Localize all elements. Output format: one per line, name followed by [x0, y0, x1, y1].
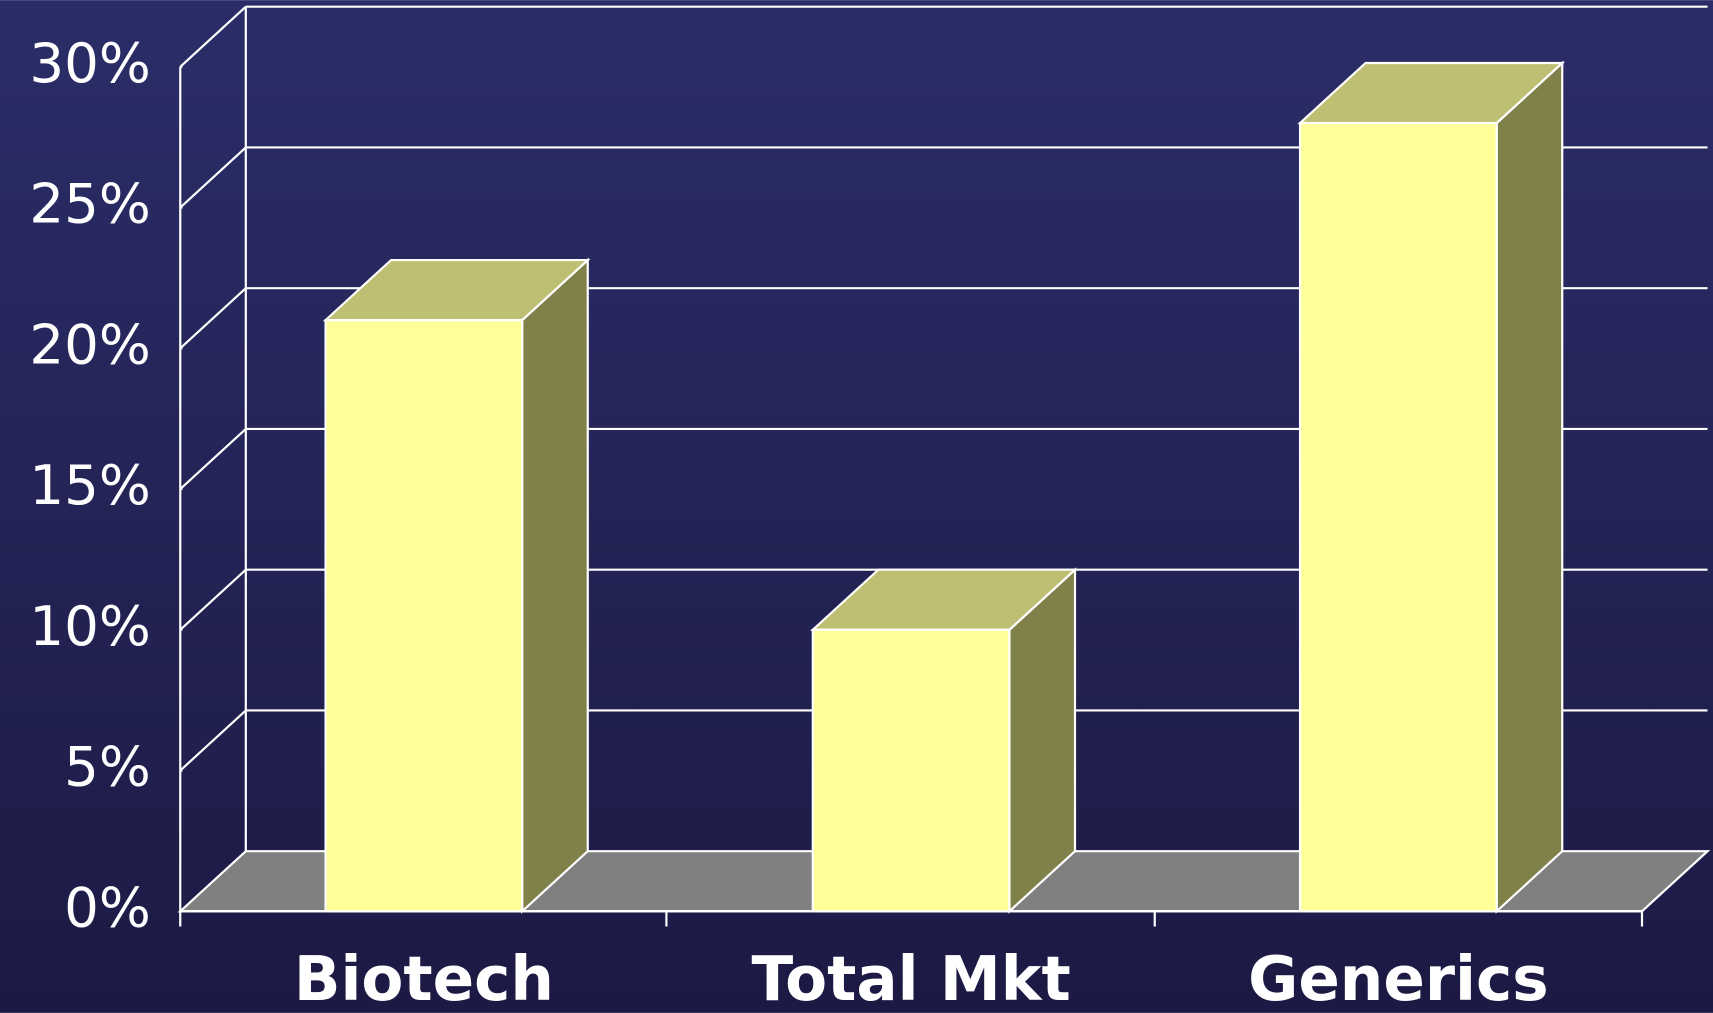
grid-line: [179, 5, 247, 68]
x-tick-label: Generics: [1248, 944, 1548, 1013]
bar: [811, 628, 1011, 913]
y-tick-label: 5%: [64, 735, 151, 799]
y-tick-label: 10%: [29, 594, 150, 658]
bar-side: [521, 257, 589, 914]
bar-side: [1495, 60, 1564, 914]
bar: [324, 319, 524, 913]
grid-line: [179, 709, 247, 772]
y-tick-label: 0%: [64, 875, 151, 939]
y-tick-label: 25%: [29, 172, 150, 236]
grid-line: [179, 568, 247, 631]
grid-line: [179, 428, 247, 490]
x-tick-label: Total Mkt: [752, 944, 1071, 1013]
y-tick-label: 30%: [29, 31, 150, 95]
x-tick-label: Biotech: [294, 944, 554, 1013]
y-tick-label: 20%: [29, 312, 150, 376]
grid-line: [179, 287, 247, 350]
grid-line: [179, 146, 247, 209]
bar: [1298, 121, 1498, 913]
y-tick-label: 15%: [29, 453, 150, 517]
